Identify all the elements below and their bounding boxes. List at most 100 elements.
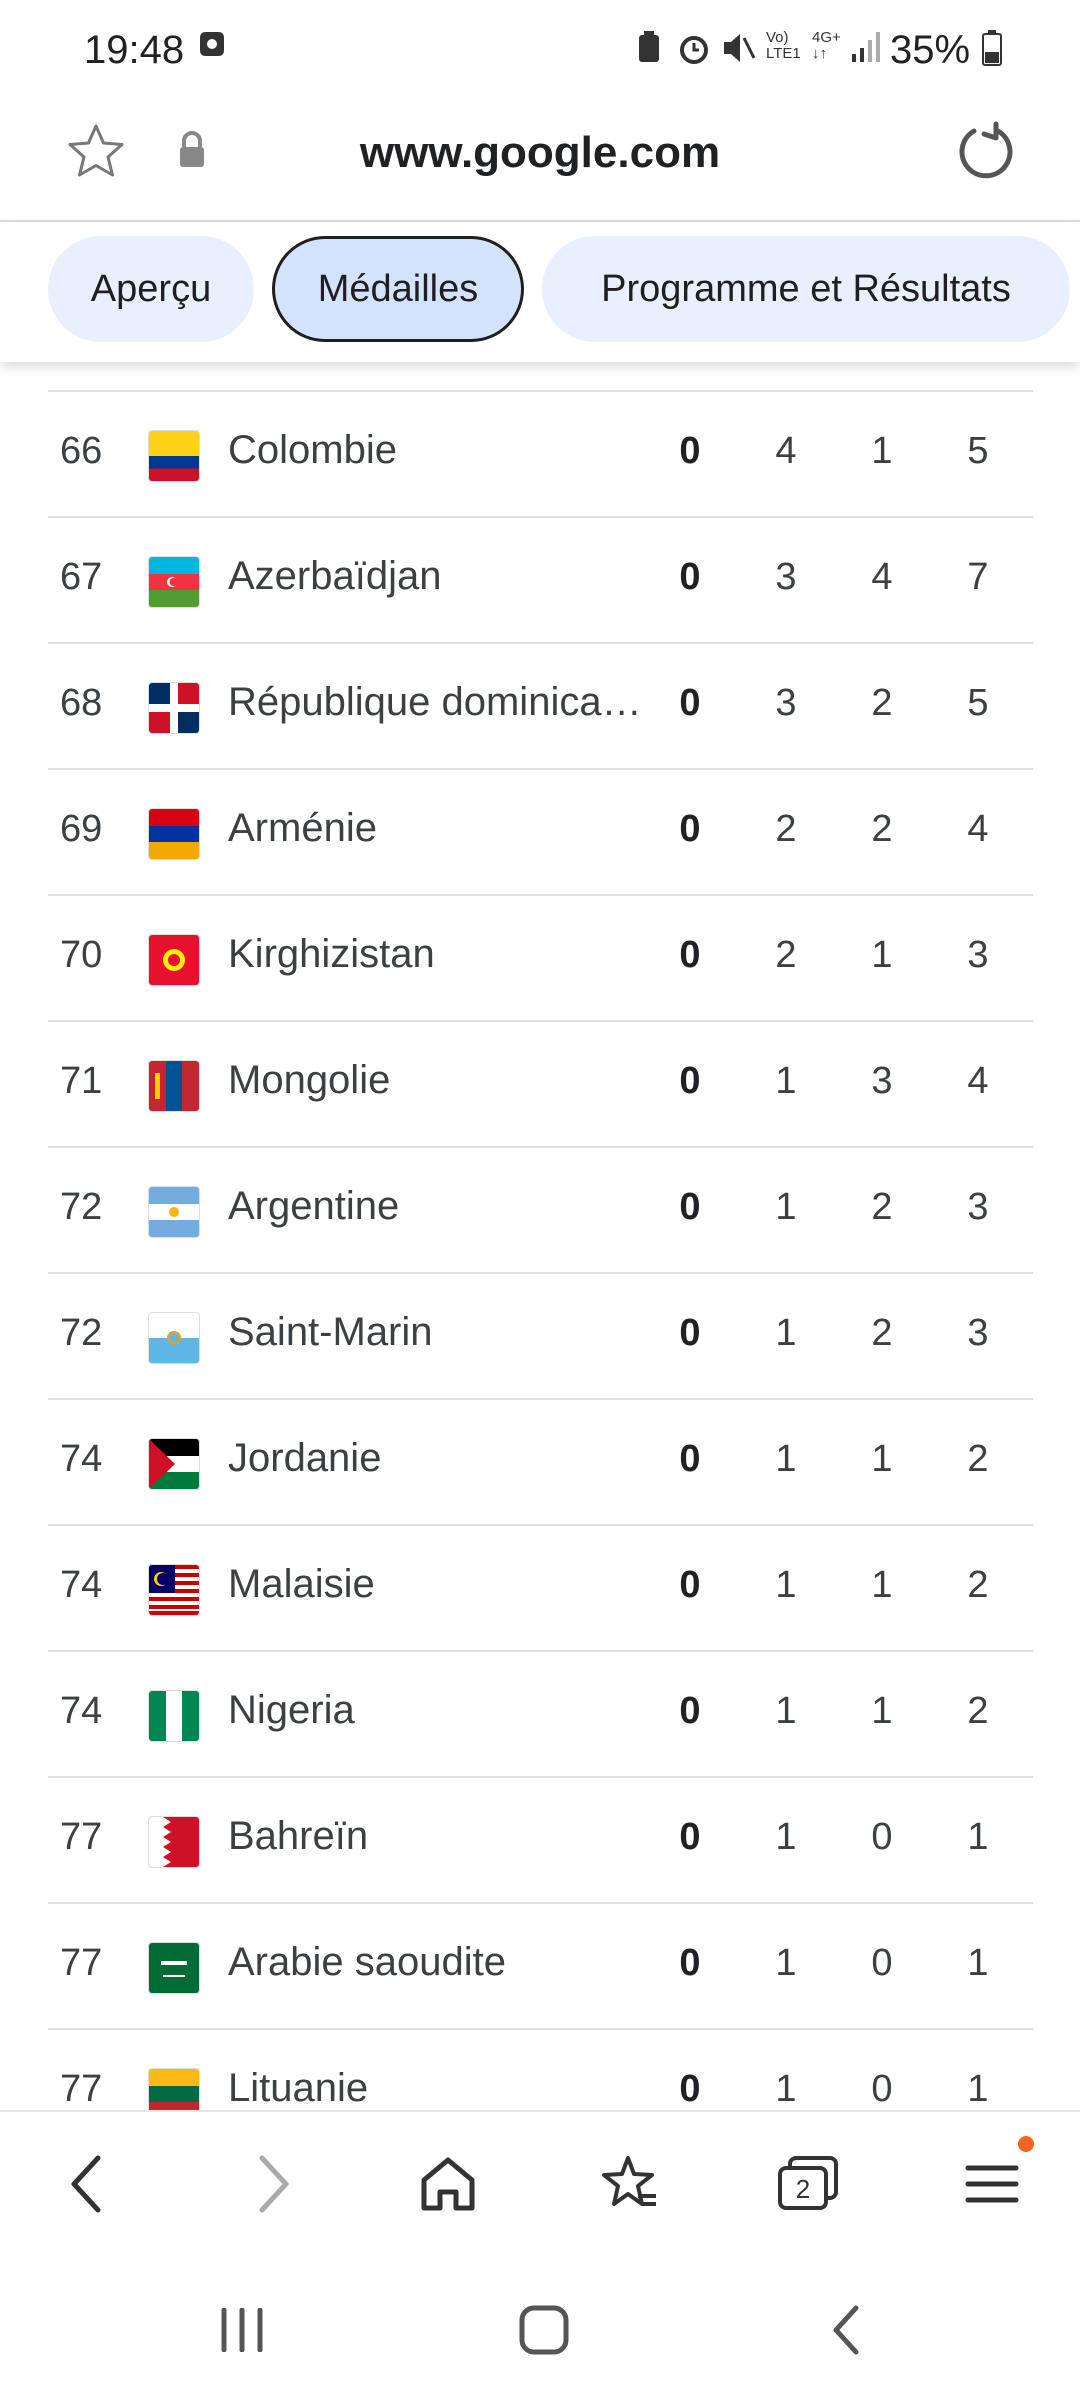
table-row[interactable]: 74 Jordanie 0 1 1 2 (48, 1398, 1033, 1526)
flag-nigeria-icon (148, 1690, 200, 1742)
gold-count: 0 (679, 1690, 701, 1732)
table-row[interactable]: 77 Arabie saoudite 0 1 0 1 (48, 1902, 1033, 2030)
country-name: Arménie (228, 806, 377, 850)
back-icon[interactable] (66, 2152, 106, 2221)
rank: 77 (60, 2068, 103, 2110)
gold-count: 0 (679, 808, 701, 850)
silver-count: 1 (775, 1312, 797, 1354)
table-row[interactable]: 77 Lituanie 0 1 0 1 (48, 2028, 1033, 2110)
table-row[interactable]: 71 Mongolie 0 1 3 4 (48, 1020, 1033, 1148)
flag-colombia-icon (148, 430, 200, 482)
total-count: 4 (967, 808, 989, 850)
flag-mongolia-icon (148, 1060, 200, 1112)
table-row[interactable]: 72 Saint-Marin 0 1 2 3 (48, 1272, 1033, 1400)
total-count: 5 (967, 430, 989, 472)
forward-icon[interactable] (254, 2152, 294, 2221)
rank: 77 (60, 1816, 103, 1858)
table-row[interactable]: 77 Bahreïn 0 1 0 1 (48, 1776, 1033, 1904)
silver-count: 3 (775, 556, 797, 598)
rank: 71 (60, 1060, 103, 1102)
bookmark-star-icon[interactable] (64, 120, 128, 189)
table-row[interactable]: 66 Colombie 0 4 1 5 (48, 390, 1033, 518)
country-name: Kirghizistan (228, 932, 435, 976)
gold-count: 0 (679, 1186, 701, 1228)
table-row[interactable]: 70 Kirghizistan 0 2 1 3 (48, 894, 1033, 1022)
flag-kyrgyzstan-icon (148, 934, 200, 986)
tabs-icon[interactable]: 2 (776, 2152, 842, 2221)
tab-programme-resultats[interactable]: Programme et Résultats (542, 236, 1070, 342)
country-name: Argentine (228, 1184, 400, 1228)
table-row[interactable]: 74 Nigeria 0 1 1 2 (48, 1650, 1033, 1778)
reload-icon[interactable] (952, 120, 1016, 189)
notification-dot (1018, 2136, 1034, 2152)
country-name: Mongolie (228, 1058, 391, 1102)
gold-count: 0 (679, 556, 701, 598)
mute-icon (720, 30, 756, 71)
recycle-icon (636, 30, 662, 69)
flag-jordan-icon (148, 1438, 200, 1490)
bookmarks-icon[interactable] (598, 2152, 662, 2221)
signal-icon (850, 30, 880, 69)
silver-count: 1 (775, 1060, 797, 1102)
table-row[interactable]: 69 Arménie 0 2 2 4 (48, 768, 1033, 896)
tabs-count: 2 (796, 2174, 810, 2204)
rank: 70 (60, 934, 103, 976)
menu-icon[interactable] (962, 2152, 1022, 2221)
country-name: République dominica… (228, 680, 642, 724)
status-bar: 19:48 Vo) LTE1 4G+ ↓↑ 35% (0, 0, 1080, 100)
silver-count: 4 (775, 430, 797, 472)
flag-san-marino-icon (148, 1312, 200, 1364)
total-count: 1 (967, 1816, 989, 1858)
system-navigation-bar (0, 2260, 1080, 2400)
bronze-count: 1 (871, 430, 893, 472)
silver-count: 3 (775, 682, 797, 724)
rank: 74 (60, 1438, 103, 1480)
home-button-icon[interactable] (518, 2304, 570, 2361)
table-row[interactable]: 74 Malaisie 0 1 1 2 (48, 1524, 1033, 1652)
total-count: 3 (967, 934, 989, 976)
bronze-count: 4 (871, 556, 893, 598)
gold-count: 0 (679, 1312, 701, 1354)
total-count: 3 (967, 1312, 989, 1354)
gold-count: 0 (679, 1438, 701, 1480)
rank: 68 (60, 682, 103, 724)
country-name: Arabie saoudite (228, 1940, 506, 1984)
country-name: Malaisie (228, 1562, 375, 1606)
bronze-count: 1 (871, 934, 893, 976)
battery-icon (982, 30, 1002, 71)
rank: 69 (60, 808, 103, 850)
bronze-count: 2 (871, 1186, 893, 1228)
recent-apps-icon[interactable] (218, 2307, 268, 2357)
alarm-icon (676, 30, 712, 71)
table-row[interactable]: 67 Azerbaïdjan 0 3 4 7 (48, 516, 1033, 644)
gold-count: 0 (679, 1564, 701, 1606)
silver-count: 1 (775, 1816, 797, 1858)
status-time: 19:48 (84, 28, 185, 72)
address-bar-divider (0, 220, 1080, 222)
table-row[interactable]: 68 République dominica… 0 3 2 5 (48, 642, 1033, 770)
gold-count: 0 (679, 682, 701, 724)
url-text[interactable]: www.google.com (359, 128, 721, 177)
tab-medailles[interactable]: Médailles (272, 236, 524, 342)
bronze-count: 0 (871, 1942, 893, 1984)
silver-count: 1 (775, 1942, 797, 1984)
bronze-count: 1 (871, 1438, 893, 1480)
screen-record-icon (198, 30, 226, 63)
home-icon[interactable] (418, 2152, 478, 2221)
browser-address-bar: www.google.com (0, 100, 1080, 220)
bronze-count: 0 (871, 1816, 893, 1858)
bronze-count: 2 (871, 682, 893, 724)
total-count: 2 (967, 1690, 989, 1732)
bronze-count: 0 (871, 2068, 893, 2110)
gold-count: 0 (679, 934, 701, 976)
table-row[interactable]: 72 Argentine 0 1 2 3 (48, 1146, 1033, 1274)
gold-count: 0 (679, 430, 701, 472)
tab-apercu[interactable]: Aperçu (48, 236, 254, 342)
lock-icon (176, 130, 208, 175)
gold-count: 0 (679, 1816, 701, 1858)
system-back-icon[interactable] (826, 2304, 866, 2361)
flag-saudi-arabia-icon (148, 1942, 200, 1994)
total-count: 2 (967, 1564, 989, 1606)
silver-count: 1 (775, 1690, 797, 1732)
country-name: Lituanie (228, 2066, 369, 2110)
